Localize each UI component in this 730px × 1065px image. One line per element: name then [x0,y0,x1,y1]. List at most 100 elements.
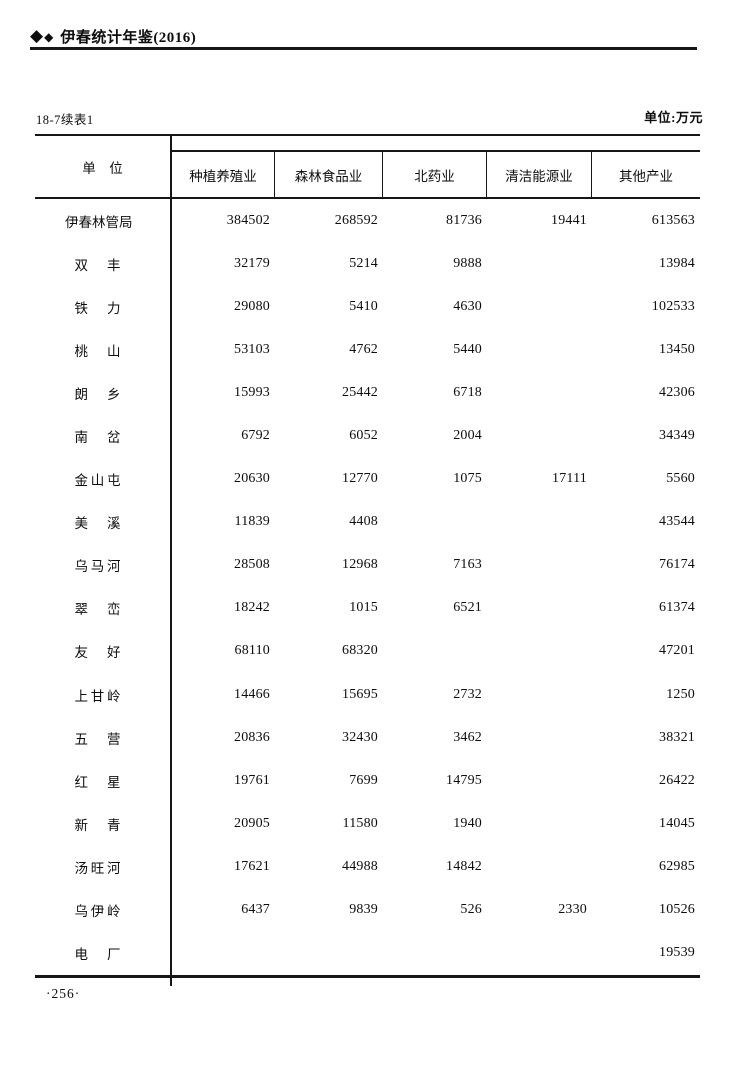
value-cell [487,328,592,371]
value-cell: 26422 [659,772,695,788]
unit-name: 金山屯 [74,473,121,489]
value-cell: 12770 [342,471,378,487]
value-cell: 384502 [226,212,270,228]
unit-name-cell: 新青 [35,802,172,846]
book-title: 伊春统计年鉴(2016) [60,30,197,46]
value-cell: 13984 [659,255,695,271]
value-cell: 613563 [651,212,695,228]
table-row: 友好 68110 68320 47201 [35,629,700,674]
value-cell: 20836 [234,729,270,745]
unit-name: 五营 [74,731,121,747]
value-cell: 17621 [234,858,270,874]
value-cell: 15695 [342,686,378,702]
value-cell: 47201 [659,643,695,659]
value-cell: 5440 [453,341,482,357]
value-cell [383,501,487,544]
value-cell: 42306 [659,384,695,400]
value-cell: 5560 [666,471,695,487]
value-cell: 14045 [659,815,695,831]
table-row: 电厂 19539 [35,931,700,975]
value-cell: 3462 [453,729,482,745]
value-cell: 76174 [659,557,695,573]
value-cell: 6792 [241,428,270,444]
value-cell: 44988 [342,858,378,874]
running-head: ◆ ◆ 伊春统计年鉴(2016) [30,26,196,47]
running-head-rule [30,47,697,50]
unit-name: 朗乡 [74,386,121,402]
value-cell: 2330 [558,902,587,918]
value-cell: 526 [460,902,482,918]
value-cell [487,242,592,285]
value-cell [383,630,487,673]
column-header-row: 种植养殖业 森林食品业 北药业 清洁能源业 其他产业 [172,150,700,197]
value-cell: 5410 [349,298,378,314]
value-cell [487,630,592,673]
value-cell: 17111 [552,471,587,487]
value-cell [172,932,275,975]
value-cell: 19761 [234,772,270,788]
value-cell: 43544 [659,514,695,530]
value-cell: 15993 [234,384,270,400]
unit-name: 双丰 [74,257,121,273]
value-cell: 1075 [453,471,482,487]
unit-name: 南岔 [74,430,121,446]
unit-name-cell: 友好 [35,629,172,674]
table-row: 桃山 53103 4762 5440 13450 [35,328,700,372]
value-cell: 25442 [342,384,378,400]
unit-name-cell: 五营 [35,716,172,760]
value-cell: 7163 [453,557,482,573]
unit-name-cell: 红星 [35,759,172,803]
value-cell: 28508 [234,557,270,573]
unit-column-header: 单 位 [35,136,172,197]
value-cell [275,932,383,975]
value-cell: 4630 [453,298,482,314]
unit-name-cell: 翠峦 [35,586,172,630]
unit-name-cell: 铁力 [35,285,172,329]
page-number: ·256· [46,986,81,1001]
value-cell: 61374 [659,600,695,616]
data-column-headers: 种植养殖业 森林食品业 北药业 清洁能源业 其他产业 [172,136,700,197]
unit-name: 汤旺河 [74,860,121,876]
header-spacer-band [172,136,700,150]
value-cell: 268592 [334,212,378,228]
value-cell: 34349 [659,428,695,444]
unit-name: 乌马河 [74,559,121,575]
diamond-small-icon: ◆ [44,29,54,44]
value-cell: 13450 [659,341,695,357]
unit-name: 桃山 [74,343,121,359]
value-cell: 53103 [234,341,270,357]
unit-name-cell: 乌伊岭 [35,888,172,932]
unit-name-cell: 桃山 [35,328,172,372]
value-cell [487,932,592,975]
value-cell [487,544,592,587]
unit-column-header-label: 单 位 [82,160,123,176]
value-cell: 9888 [453,255,482,271]
unit-name: 乌伊岭 [74,904,121,920]
value-cell [487,673,592,716]
table-row: 新青 20905 11580 1940 14045 [35,802,700,846]
unit-name-cell: 朗乡 [35,371,172,415]
value-cell: 19441 [551,212,587,228]
unit-name-cell: 上甘岭 [35,673,172,717]
value-cell: 81736 [446,212,482,228]
value-cell: 6437 [241,902,270,918]
table-row: 乌伊岭 6437 9839 526 2330 10526 [35,888,700,932]
unit-name-cell: 伊春林管局 [35,199,172,243]
value-cell: 2004 [453,428,482,444]
table-row: 朗乡 15993 25442 6718 42306 [35,371,700,415]
value-cell: 10526 [659,902,695,918]
unit-name: 伊春林管局 [65,214,133,230]
table-row: 美溪 11839 4408 43544 [35,500,700,544]
value-cell [487,371,592,414]
value-cell: 102533 [651,298,695,314]
value-cell: 68110 [234,643,270,659]
divider-tick [170,978,172,986]
unit-name: 翠峦 [74,602,121,618]
unit-name-cell: 美溪 [35,500,172,544]
value-cell [487,285,592,328]
unit-name-cell: 乌马河 [35,543,172,587]
value-cell: 7699 [349,772,378,788]
value-cell: 6521 [453,600,482,616]
column-header: 森林食品业 [275,152,383,197]
unit-name: 铁力 [74,300,121,316]
